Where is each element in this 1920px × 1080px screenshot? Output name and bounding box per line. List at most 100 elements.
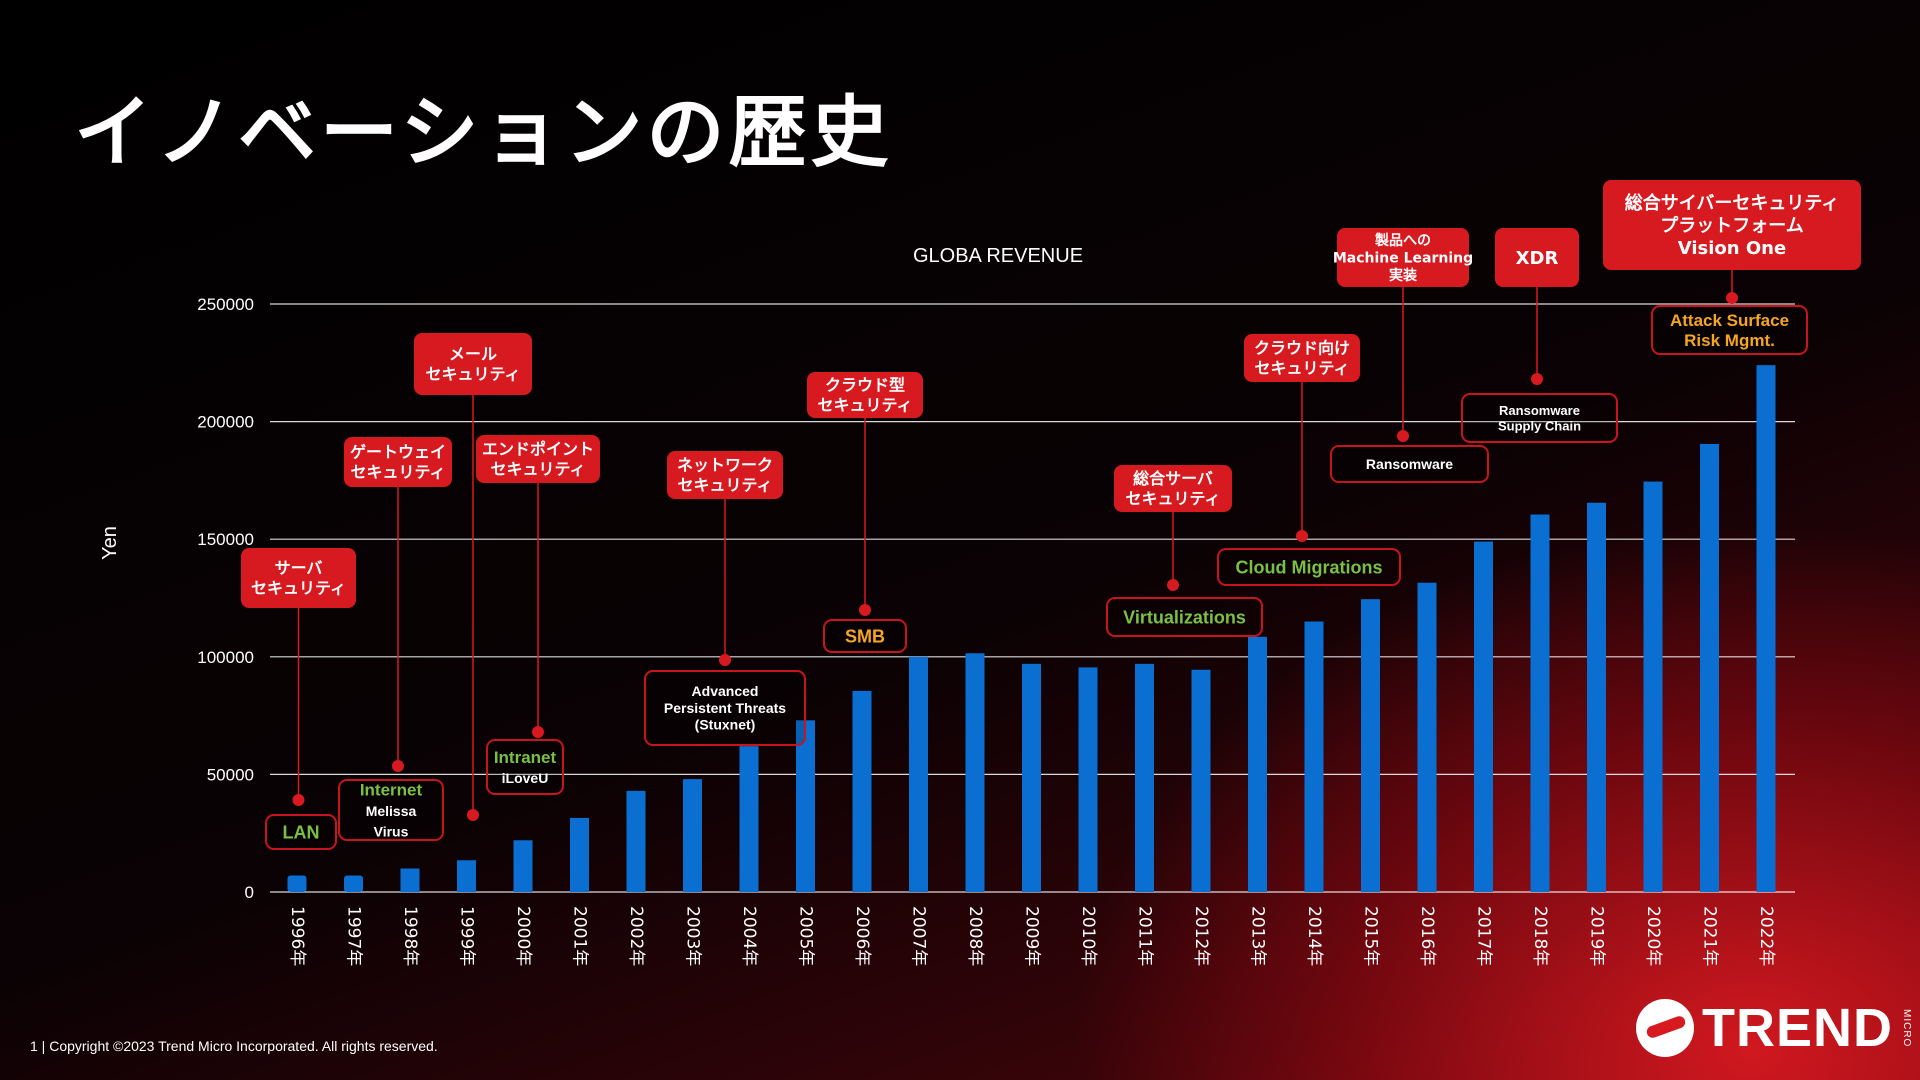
bar: [1248, 636, 1267, 892]
x-tick-label: 2021年: [1700, 906, 1720, 966]
threat-callout-box: [1106, 597, 1263, 637]
bar: [1530, 514, 1550, 892]
chart-title: GLOBA REVENUE: [913, 245, 1083, 267]
bar: [570, 817, 589, 892]
bar: [1643, 481, 1663, 892]
product-callout-label: プラットフォーム: [1660, 214, 1803, 236]
x-tick-label: 2005年: [796, 906, 816, 966]
x-tick-label: 2013年: [1248, 906, 1268, 966]
x-tick-label: 2000年: [513, 906, 533, 966]
trend-logo-icon: [1636, 999, 1694, 1057]
threat-callout-box: [644, 670, 806, 746]
product-callout-label: サーバ: [275, 559, 323, 578]
product-callout-label: セキュリティ: [425, 365, 520, 384]
x-tick-label: 2020年: [1643, 906, 1663, 966]
x-tick-label: 2001年: [570, 906, 590, 966]
product-callout-box: [1244, 334, 1360, 382]
product-callout-box: [1603, 180, 1861, 270]
product-callout-label: Machine Learning: [1333, 250, 1473, 266]
y-tick-label: 250000: [197, 295, 254, 314]
x-tick-label: 2017年: [1474, 906, 1494, 966]
threat-callout-box: [486, 739, 564, 795]
product-callout-box: [414, 333, 532, 395]
product-callout-box: [1495, 228, 1579, 287]
trend-micro-logo: TREND MICRO: [1636, 997, 1912, 1059]
product-callout-box: [241, 548, 356, 608]
connector-dot: [1167, 579, 1179, 591]
x-tick-label: 1998年: [400, 906, 420, 966]
bar: [796, 720, 815, 892]
connector-dot: [1397, 430, 1409, 442]
logo-text: TREND: [1702, 998, 1893, 1058]
threat-callout-box: [1217, 548, 1401, 586]
connector-dot: [719, 654, 731, 666]
threat-callout-label: LAN: [283, 822, 320, 842]
product-callout-label: セキュリティ: [817, 396, 912, 415]
bar: [683, 779, 702, 892]
x-tick-label: 2002年: [626, 906, 646, 966]
product-callout-label: ゲートウェイ: [350, 443, 446, 462]
product-callout-box: [667, 451, 783, 499]
bar: [739, 746, 759, 892]
threat-callout-box: [823, 619, 907, 653]
x-tick-label: 2003年: [683, 906, 703, 966]
product-callout-label: セキュリティ: [677, 476, 772, 495]
bar: [1191, 669, 1211, 892]
x-tick-label: 2006年: [852, 906, 872, 966]
x-tick-label: 2015年: [1361, 906, 1381, 966]
threat-callout-label: Advanced: [692, 683, 759, 699]
bar: [1078, 667, 1098, 892]
bar: [1304, 621, 1324, 892]
x-tick-label: 2009年: [1022, 906, 1042, 966]
threat-callout-label: SMB: [845, 626, 885, 646]
bar: [1135, 663, 1154, 892]
connector-dot: [292, 794, 305, 806]
bar: [1474, 541, 1493, 892]
threat-callout-label: Persistent Threats: [664, 700, 786, 716]
threat-callout-box: [1461, 393, 1618, 443]
threat-callout-box: [1330, 445, 1489, 483]
x-tick-label: 2019年: [1587, 906, 1607, 966]
product-callout-box: [807, 372, 923, 418]
x-tick-label: 2022年: [1756, 906, 1776, 966]
connector-dot: [392, 760, 404, 772]
product-callout-label: Vision One: [1678, 238, 1786, 259]
x-tick-label: 2016年: [1417, 906, 1437, 966]
threat-callout-label: (Stuxnet): [695, 717, 756, 733]
bar: [344, 875, 363, 892]
threat-callout-label: Attack Surface: [1670, 311, 1789, 330]
x-tick-label: 2007年: [909, 906, 929, 966]
connector-dot: [859, 604, 871, 616]
threat-callout-label: Intranet: [494, 748, 557, 767]
bar: [1700, 443, 1719, 892]
x-tick-label: 2012年: [1191, 906, 1211, 966]
bar: [909, 656, 928, 892]
product-callout-label: エンドポイント: [482, 440, 594, 459]
bar: [1022, 663, 1041, 892]
connector-dot: [532, 726, 544, 738]
x-tick-label: 1996年: [287, 906, 307, 966]
bar: [400, 868, 420, 892]
connector-dot: [1726, 292, 1738, 304]
threat-callout-label: Risk Mgmt.: [1684, 331, 1775, 350]
threat-callout-label: Virtualizations: [1123, 607, 1246, 627]
logo-micro-text: MICRO: [1901, 1008, 1912, 1048]
product-callout-label: セキュリティ: [350, 463, 445, 482]
product-callout-box: [344, 437, 452, 487]
threat-callout-label: Cloud Migrations: [1236, 557, 1383, 577]
product-callout-label: 総合サーバ: [1133, 469, 1213, 488]
bar: [1587, 502, 1606, 892]
x-tick-label: 2008年: [965, 906, 985, 966]
bar: [1361, 599, 1380, 892]
x-tick-label: 2014年: [1304, 906, 1324, 966]
x-tick-label: 2018年: [1530, 906, 1550, 966]
product-callout-label: セキュリティ: [251, 579, 346, 598]
bar: [1756, 365, 1776, 893]
bar: [626, 790, 646, 892]
x-tick-label: 2004年: [739, 906, 759, 966]
product-callout-label: セキュリティ: [1125, 489, 1220, 508]
y-axis-label: Yen: [99, 526, 121, 560]
threat-callout-label: Virus: [374, 823, 409, 839]
threat-callout-label: Ransomware: [1366, 456, 1453, 472]
